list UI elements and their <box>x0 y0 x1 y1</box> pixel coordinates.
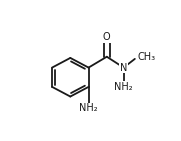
Text: NH₂: NH₂ <box>114 82 133 92</box>
Text: N: N <box>120 63 127 73</box>
Text: CH₃: CH₃ <box>138 52 156 62</box>
Text: NH₂: NH₂ <box>79 103 98 113</box>
Text: O: O <box>103 32 111 42</box>
